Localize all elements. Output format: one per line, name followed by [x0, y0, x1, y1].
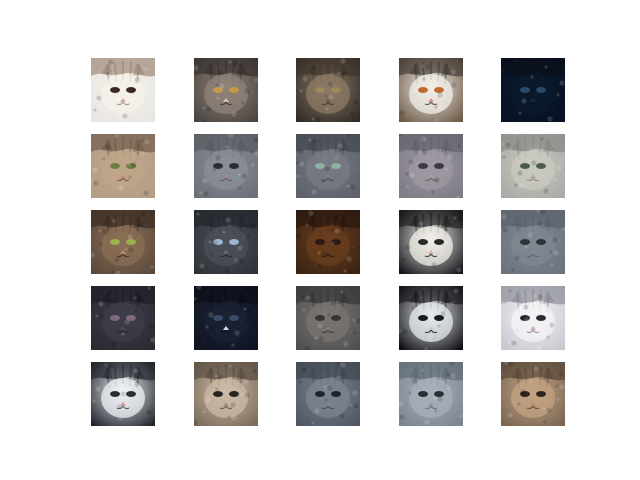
cat-face-image	[91, 210, 155, 274]
cat-face-image	[296, 210, 360, 274]
cat-face-image	[194, 286, 258, 350]
cat-face-image	[91, 134, 155, 198]
cat-tile	[91, 362, 155, 426]
cat-tile	[501, 134, 565, 198]
cat-tile	[296, 362, 360, 426]
cat-tile	[91, 58, 155, 122]
cat-tile	[399, 362, 463, 426]
cat-face-image	[501, 58, 565, 122]
cat-tile	[296, 58, 360, 122]
cat-face-image	[399, 210, 463, 274]
cat-face-image	[399, 58, 463, 122]
cat-tile	[501, 362, 565, 426]
cat-face-image	[296, 134, 360, 198]
cat-tile	[399, 58, 463, 122]
cat-tile	[296, 134, 360, 198]
cat-tile	[91, 134, 155, 198]
cat-face-image	[501, 210, 565, 274]
cat-tile	[501, 286, 565, 350]
cat-tile	[194, 58, 258, 122]
cat-face-image	[501, 362, 565, 426]
cat-face-image	[501, 286, 565, 350]
cat-face-image	[91, 286, 155, 350]
cat-face-image	[194, 58, 258, 122]
cat-tile	[399, 286, 463, 350]
cat-face-image	[91, 58, 155, 122]
cat-face-image	[399, 286, 463, 350]
cat-tile	[194, 210, 258, 274]
cat-face-image	[296, 58, 360, 122]
cat-face-image	[399, 362, 463, 426]
cat-face-image	[91, 362, 155, 426]
cat-tile	[296, 210, 360, 274]
cat-tile	[296, 286, 360, 350]
cat-tile	[399, 134, 463, 198]
cat-tile	[91, 210, 155, 274]
cat-face-image	[296, 286, 360, 350]
cat-face-image	[194, 134, 258, 198]
cat-tile	[501, 58, 565, 122]
cat-tile	[194, 286, 258, 350]
cat-face-image	[399, 134, 463, 198]
cat-tile	[501, 210, 565, 274]
cat-tile	[194, 362, 258, 426]
cat-tile	[91, 286, 155, 350]
cat-tile	[194, 134, 258, 198]
cat-face-image	[296, 362, 360, 426]
cat-face-image	[194, 362, 258, 426]
cat-face-image	[501, 134, 565, 198]
cat-tile	[399, 210, 463, 274]
cat-face-image	[194, 210, 258, 274]
